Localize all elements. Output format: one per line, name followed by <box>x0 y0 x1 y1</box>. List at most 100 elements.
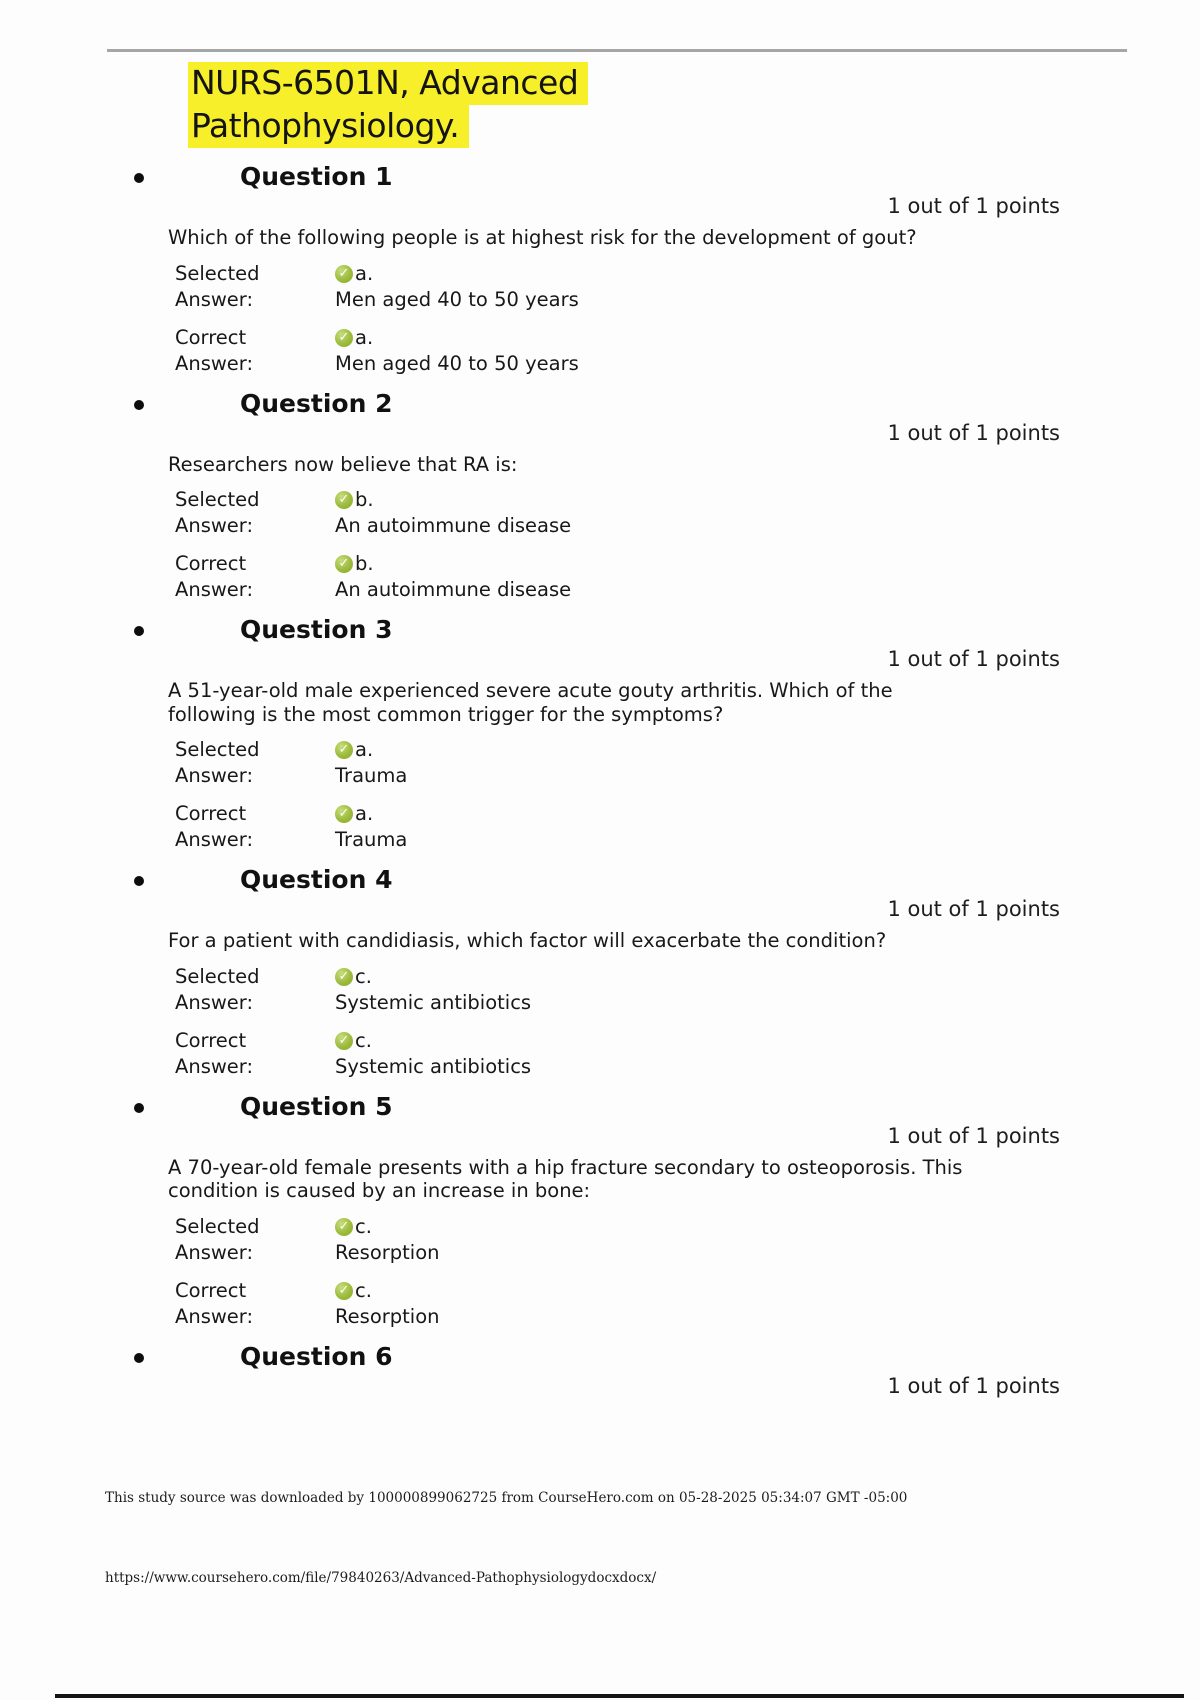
question-block: Question 5 1 out of 1 points A 70-year-o… <box>0 1091 1200 1330</box>
answer-row-answer-word: Answer: <box>175 1054 254 1078</box>
answer-row-answer-word: Answer: <box>175 764 254 787</box>
question-block: Question 3 1 out of 1 points A 51-year-o… <box>0 616 1200 853</box>
answer-value: ✓ b. An autoimmune disease <box>335 551 571 603</box>
answer-value: ✓ c. Systemic antibiotics <box>335 1028 531 1080</box>
answer-row-answer-word: Answer: <box>175 1304 254 1328</box>
page-bottom-bar <box>55 1694 1184 1698</box>
check-circle-icon: ✓ <box>335 328 353 347</box>
check-circle-icon: ✓ <box>335 1281 353 1300</box>
answer-row-label-word: Correct <box>175 1278 247 1302</box>
answer-rows: Selected Answer: ✓ a. Men aged 40 to 50 … <box>175 261 1200 377</box>
question-heading-label: Question 2 <box>240 388 393 418</box>
page-title: NURS-6501N, Advanced Pathophysiology. <box>188 62 589 148</box>
answer-row-answer-word: Answer: <box>175 828 254 851</box>
question-heading-label: Question 4 <box>240 865 393 894</box>
answer-row-answer-word: Answer: <box>175 514 254 537</box>
question-heading: Question 4 <box>134 865 1200 894</box>
answer-rows: Selected Answer: ✓ a. Trauma Correct Ans… <box>175 737 1200 853</box>
answer-row-label: Selected Answer: <box>175 487 335 539</box>
question-heading: Question 3 <box>134 616 1200 644</box>
answer-value: ✓ b. An autoimmune disease <box>335 487 571 539</box>
answer-row-answer-word: Answer: <box>175 287 254 311</box>
answer-row-label-word: Correct <box>175 802 247 825</box>
answer-row-label: Correct Answer: <box>175 325 335 377</box>
answer-row-label-word: Correct <box>175 552 247 575</box>
check-circle-icon: ✓ <box>335 741 353 759</box>
answer-row-label-word: Selected <box>175 964 260 988</box>
question-text: Researchers now believe that RA is: <box>168 452 518 476</box>
answer-value: ✓ a. Trauma <box>335 801 407 853</box>
answer-value: ✓ a. Trauma <box>335 737 407 789</box>
answer-row-answer-word: Answer: <box>175 1240 254 1264</box>
check-circle-icon: ✓ <box>335 1031 353 1050</box>
answer-letter: c. <box>355 1028 372 1052</box>
list-bullet-icon <box>134 1102 144 1113</box>
answer-letter: c. <box>355 964 372 988</box>
answer-text: Trauma <box>335 828 408 851</box>
answer-value: ✓ a. Men aged 40 to 50 years <box>335 261 579 313</box>
answer-row: Correct Answer: ✓ c. Resorption <box>175 1278 1200 1330</box>
question-points: 1 out of 1 points <box>887 1373 1060 1398</box>
question-heading-label: Question 6 <box>240 1341 393 1371</box>
question-heading: Question 5 <box>134 1091 1200 1121</box>
answer-value: ✓ a. Men aged 40 to 50 years <box>335 325 579 377</box>
question-points: 1 out of 1 points <box>887 420 1060 445</box>
check-circle-icon: ✓ <box>335 264 353 283</box>
answer-rows: Selected Answer: ✓ c. Systemic antibioti… <box>175 964 1200 1080</box>
check-circle-icon: ✓ <box>335 967 353 986</box>
question-text: Which of the following people is at high… <box>168 226 917 249</box>
answer-letter: c. <box>355 1214 372 1238</box>
check-circle-icon: ✓ <box>335 1217 353 1236</box>
question-block: Question 2 1 out of 1 points Researchers… <box>0 388 1200 604</box>
answer-letter: a. <box>355 261 374 285</box>
question-text: A 51-year-old male experienced severe ac… <box>168 679 893 726</box>
answer-row: Correct Answer: ✓ b. An autoimmune disea… <box>175 551 1200 603</box>
questions: Question 1 1 out of 1 points Which of th… <box>0 163 1200 1412</box>
list-bullet-icon <box>134 876 144 886</box>
answer-letter: b. <box>355 488 374 511</box>
answer-text: Men aged 40 to 50 years <box>335 351 579 375</box>
answer-rows: Selected Answer: ✓ c. Resorption Correct… <box>175 1214 1200 1330</box>
answer-row-label-word: Selected <box>175 261 260 285</box>
list-bullet-icon <box>134 399 144 410</box>
answer-row-label-word: Selected <box>175 1214 260 1238</box>
answer-row-label: Selected Answer: <box>175 737 335 789</box>
answer-letter: a. <box>355 738 374 761</box>
answer-row: Correct Answer: ✓ a. Men aged 40 to 50 y… <box>175 325 1200 377</box>
answer-row-label: Correct Answer: <box>175 801 335 853</box>
list-bullet-icon <box>134 626 144 636</box>
question-heading-label: Question 1 <box>240 162 393 191</box>
answer-row-label: Correct Answer: <box>175 1028 335 1080</box>
answer-value: ✓ c. Resorption <box>335 1278 440 1330</box>
question-points: 1 out of 1 points <box>887 647 1060 671</box>
question-block: Question 6 1 out of 1 points <box>0 1341 1200 1399</box>
page-title-line-2: Pathophysiology. <box>188 105 470 148</box>
answer-row: Correct Answer: ✓ a. Trauma <box>175 801 1200 853</box>
source-url-link[interactable]: https://www.coursehero.com/file/79840263… <box>105 1570 657 1586</box>
check-circle-icon: ✓ <box>335 805 353 823</box>
answer-row-label: Correct Answer: <box>175 1278 335 1330</box>
answer-rows: Selected Answer: ✓ b. An autoimmune dise… <box>175 487 1200 603</box>
answer-text: Resorption <box>335 1304 440 1328</box>
answer-value: ✓ c. Resorption <box>335 1214 440 1266</box>
answer-text: Systemic antibiotics <box>335 990 532 1014</box>
question-points: 1 out of 1 points <box>887 1123 1060 1148</box>
answer-row: Selected Answer: ✓ c. Systemic antibioti… <box>175 964 1200 1016</box>
question-points: 1 out of 1 points <box>887 194 1060 218</box>
question-heading-label: Question 5 <box>240 1091 393 1121</box>
answer-letter: c. <box>355 1278 372 1302</box>
header-divider <box>107 49 1127 52</box>
answer-text: Trauma <box>335 764 408 787</box>
answer-row: Correct Answer: ✓ c. Systemic antibiotic… <box>175 1028 1200 1080</box>
answer-value: ✓ c. Systemic antibiotics <box>335 964 531 1016</box>
answer-row-answer-word: Answer: <box>175 990 254 1014</box>
question-block: Question 1 1 out of 1 points Which of th… <box>0 163 1200 377</box>
answer-text: Men aged 40 to 50 years <box>335 287 579 311</box>
question-text: For a patient with candidiasis, which fa… <box>168 929 887 952</box>
question-heading: Question 6 <box>134 1341 1200 1371</box>
answer-text: An autoimmune disease <box>335 578 572 601</box>
answer-letter: a. <box>355 802 374 825</box>
answer-letter: a. <box>355 325 374 349</box>
check-circle-icon: ✓ <box>335 555 353 573</box>
answer-row-label-word: Correct <box>175 325 247 349</box>
